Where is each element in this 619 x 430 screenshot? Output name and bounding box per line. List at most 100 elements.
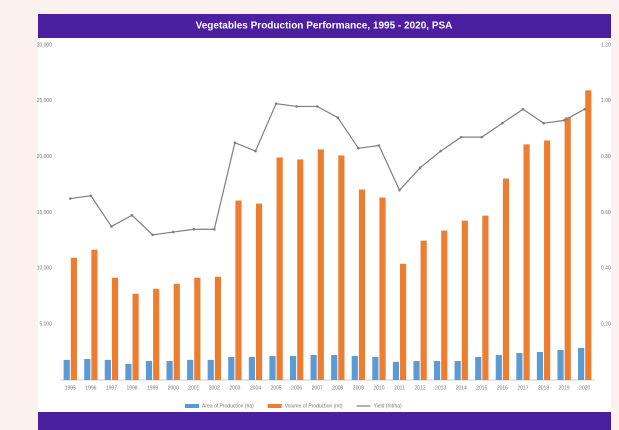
x-tick-label: 2011 — [394, 385, 405, 391]
bar — [441, 230, 448, 380]
bar — [248, 356, 255, 380]
line-point — [315, 105, 319, 108]
y-tick-label: 25,000 — [37, 98, 53, 104]
bar — [461, 220, 468, 380]
y2-tick-label: 0.60 — [601, 210, 611, 216]
y-tick-label: 20,000 — [37, 154, 53, 160]
y-tick-label: 15,000 — [37, 210, 53, 216]
line-point — [192, 227, 196, 231]
x-tick-label: 2018 — [538, 385, 549, 391]
line-point — [295, 105, 298, 108]
legend-label: Area of Production (ha) — [202, 403, 254, 409]
x-tick-label: 2005 — [270, 385, 281, 391]
y-tick-label: 5,000 — [39, 321, 52, 327]
bar — [214, 276, 221, 380]
x-tick-label: 2015 — [476, 385, 487, 391]
y2-tick-label: 1.00 — [601, 98, 611, 104]
footer-bar — [38, 412, 611, 430]
y2-tick-label: 0.40 — [601, 266, 611, 272]
legend-swatch — [267, 404, 282, 408]
legend-label: Volume of Production (mt) — [285, 403, 343, 409]
bar — [235, 200, 242, 380]
bar — [111, 277, 119, 380]
bar — [173, 283, 180, 380]
bar — [145, 361, 153, 380]
bar — [578, 347, 585, 380]
x-tick-label: 1996 — [85, 385, 96, 391]
bar — [132, 293, 139, 380]
line-point — [254, 149, 257, 153]
bar — [536, 351, 544, 380]
x-tick-label: 2019 — [559, 385, 570, 391]
chart-title: Vegetables Production Performance, 1995 … — [196, 21, 453, 32]
line-point — [274, 102, 278, 105]
bar — [564, 117, 571, 381]
bar — [269, 355, 276, 380]
y-tick-label: 30,000 — [37, 42, 53, 48]
x-tick-label: 2004 — [250, 385, 261, 391]
y2-tick-label: 0.20 — [601, 321, 611, 327]
x-tick-label: 2008 — [332, 385, 343, 391]
x-tick-label: 2009 — [353, 385, 364, 391]
x-tick-label: 2013 — [435, 385, 446, 391]
bar — [228, 356, 235, 380]
bar — [557, 349, 564, 380]
bar — [544, 140, 551, 380]
bar — [434, 361, 441, 380]
bar — [194, 277, 201, 380]
x-tick-label: 2001 — [188, 385, 199, 391]
bar — [153, 288, 160, 380]
x-tick-label: 2020 — [579, 385, 590, 391]
bar — [585, 90, 592, 380]
x-tick-label: 2002 — [209, 385, 220, 391]
x-tick-label: 2006 — [291, 385, 302, 391]
bar — [70, 257, 77, 380]
line-point — [171, 230, 175, 234]
bar — [84, 359, 91, 380]
line-point — [439, 149, 442, 153]
bar — [482, 215, 489, 380]
line-point — [336, 116, 340, 119]
x-tick-label: 2012 — [415, 385, 426, 391]
bar — [331, 354, 338, 380]
bar — [379, 197, 386, 380]
bar — [166, 361, 173, 380]
line-point — [418, 166, 422, 170]
bar — [338, 155, 345, 380]
x-tick-label: 2007 — [312, 385, 323, 391]
bar — [276, 157, 283, 380]
bar — [317, 149, 324, 380]
bar — [187, 359, 194, 380]
line-point — [521, 107, 525, 111]
x-tick-label: 2016 — [497, 385, 508, 391]
bar — [207, 359, 214, 380]
bar — [400, 263, 407, 380]
line-point — [501, 121, 504, 125]
y2-tick-label: 1.20 — [601, 42, 611, 48]
bar — [358, 189, 366, 380]
bar — [351, 355, 358, 380]
bar — [454, 361, 461, 380]
x-tick-label: 1999 — [147, 385, 158, 391]
line-point — [130, 213, 134, 217]
bar — [413, 361, 420, 380]
line-point — [68, 197, 72, 200]
bar — [125, 363, 132, 380]
line-point — [480, 135, 484, 139]
line — [70, 102, 585, 236]
x-tick-label: 2014 — [456, 385, 467, 391]
bar — [104, 359, 111, 380]
x-tick-label: 1997 — [106, 385, 117, 391]
line-point — [213, 227, 216, 231]
x-tick-label: 2003 — [229, 385, 240, 391]
bar — [63, 359, 70, 380]
y2-tick-label: 0.80 — [601, 154, 611, 160]
line-point — [562, 119, 566, 122]
bar — [502, 178, 510, 380]
bar — [523, 144, 530, 380]
legend-swatch — [185, 404, 199, 408]
y-tick-label: 10,000 — [37, 266, 53, 272]
bar — [392, 361, 400, 380]
title-bar — [38, 14, 611, 38]
